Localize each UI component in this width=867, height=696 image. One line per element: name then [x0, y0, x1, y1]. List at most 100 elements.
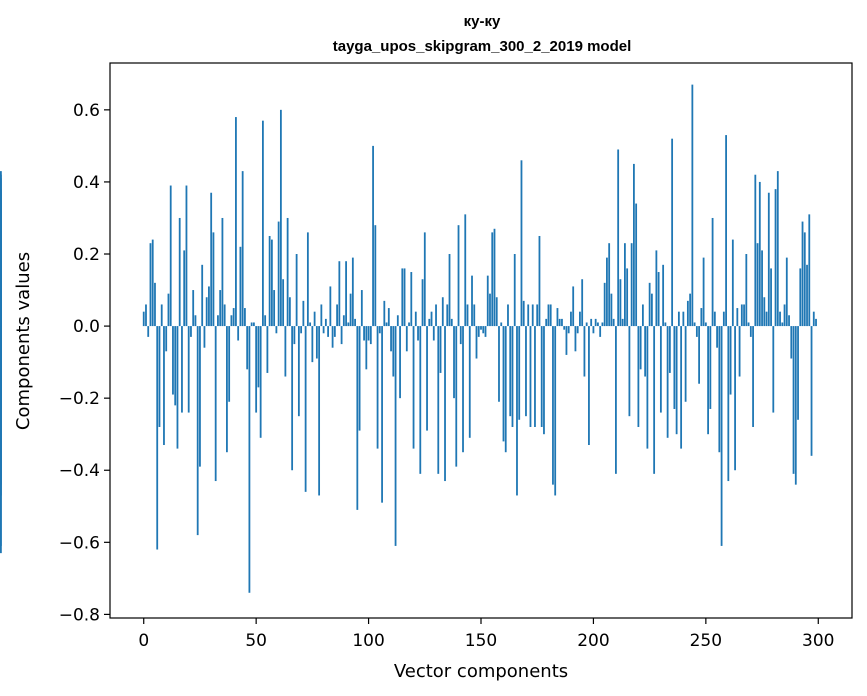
y-tick-label: 0.2 [73, 245, 100, 265]
x-axis-label: Vector components [394, 661, 568, 682]
bar-7 [158, 326, 161, 427]
bar-143 [464, 214, 467, 327]
bar-249 [702, 257, 705, 327]
bar-53 [262, 120, 264, 327]
bar-82 [327, 326, 329, 337]
bar-undefined [0, 254, 2, 327]
bar-83 [329, 286, 332, 327]
bar-159 [500, 322, 503, 327]
bar-127 [428, 318, 431, 327]
bar-9 [163, 326, 165, 446]
bar-22 [192, 290, 195, 327]
bar-105 [378, 326, 381, 334]
chart-title: ку-ку [464, 13, 501, 30]
bar-243 [689, 293, 692, 327]
bar-160 [502, 326, 505, 442]
bar-283 [779, 311, 781, 327]
bar-145 [468, 326, 471, 438]
bar-213 [621, 318, 624, 327]
bar-294 [803, 232, 806, 327]
bar-244 [691, 84, 694, 327]
bar-279 [770, 268, 772, 327]
bar-21 [190, 326, 192, 337]
bar-166 [516, 326, 518, 496]
bar-297 [810, 326, 813, 456]
bar-37 [226, 326, 228, 453]
bar-253 [711, 217, 714, 327]
bar-277 [765, 311, 768, 327]
bar-123 [419, 326, 422, 474]
bar-191 [572, 286, 575, 327]
bar-10 [165, 326, 168, 352]
x-axis: 0 50 100 150 200 250 300 [138, 618, 834, 651]
bar-92 [349, 293, 352, 327]
bar-86 [336, 304, 338, 327]
bar-282 [776, 171, 779, 327]
bar-72 [304, 326, 307, 492]
bar-285 [783, 304, 786, 327]
bar-16 [178, 217, 181, 327]
bar-267 [743, 304, 745, 327]
bar-68 [295, 254, 298, 327]
bar-168 [520, 160, 523, 327]
bar-36 [223, 304, 226, 327]
bar-198 [588, 326, 590, 446]
bar-250 [704, 322, 707, 327]
bar-251 [707, 326, 709, 435]
bar-236 [673, 326, 676, 409]
bar-129 [432, 326, 435, 341]
bar-245 [693, 322, 696, 327]
bar-202 [597, 322, 599, 327]
bar-104 [376, 326, 379, 449]
bar-12 [169, 185, 172, 327]
bar-5 [154, 282, 156, 327]
bar-109 [387, 308, 390, 327]
bar-85 [333, 326, 336, 337]
bar-47 [248, 326, 251, 593]
bar-284 [781, 322, 784, 327]
bar-197 [585, 322, 588, 327]
bar-23 [194, 315, 197, 327]
bar-108 [385, 322, 388, 327]
bar-246 [695, 326, 698, 337]
bar-241 [684, 326, 687, 402]
bar-157 [495, 297, 498, 327]
bar-144 [466, 304, 469, 327]
bar-242 [686, 300, 689, 327]
bar-119 [410, 272, 413, 327]
bar-48 [250, 322, 253, 327]
x-tick-label: 250 [690, 631, 722, 651]
plot-frame [109, 62, 853, 619]
bar-112 [394, 326, 397, 546]
bar-172 [529, 326, 532, 427]
bar-233 [666, 326, 669, 438]
bar-13 [172, 326, 174, 395]
bar-187 [563, 326, 566, 330]
bar-261 [729, 326, 732, 395]
bar-2 [147, 326, 150, 337]
bar-232 [664, 322, 667, 327]
bar-287 [788, 315, 790, 327]
bar-103 [374, 225, 377, 327]
bar-87 [338, 261, 341, 327]
bar-201 [594, 318, 597, 327]
bar-266 [740, 304, 743, 327]
bar-49 [253, 322, 255, 327]
bar-25 [199, 326, 201, 467]
bar-164 [511, 326, 514, 427]
bar-30 [210, 192, 213, 327]
bar-60 [277, 221, 280, 327]
bar-19 [185, 185, 188, 327]
bar-17 [181, 326, 183, 413]
bar-56 [268, 235, 271, 327]
bar-256 [718, 326, 721, 453]
bar-45 [244, 308, 246, 327]
bar-29 [208, 286, 210, 327]
bar-150 [480, 326, 482, 330]
bar-114 [399, 326, 401, 399]
bar-205 [603, 282, 606, 327]
bar-296 [808, 214, 811, 327]
bar-126 [426, 326, 428, 431]
bar-138 [453, 326, 455, 399]
bar-280 [772, 326, 775, 413]
